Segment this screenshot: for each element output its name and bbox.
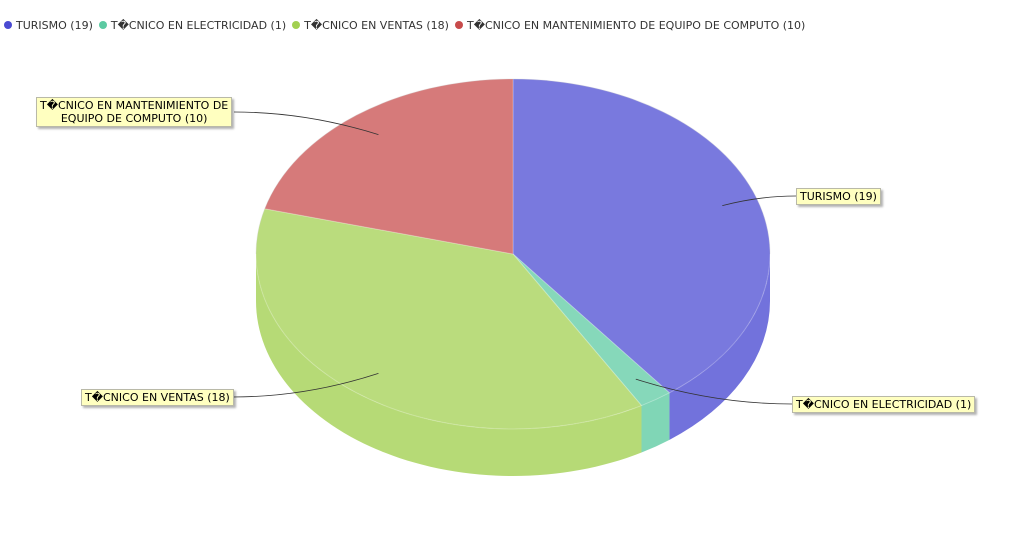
legend-marker [454,21,463,29]
slice-label-ventas: T�CNICO EN VENTAS (18) [81,389,234,406]
pie-slice-electricidad[interactable] [512,253,671,407]
leader-line-electricidad [635,378,793,405]
leader-line-turismo [722,195,797,207]
legend-marker [98,21,107,29]
pie-slice-turismo[interactable] [512,78,771,394]
legend-item-ventas[interactable]: T�CNICO EN VENTAS (18) [292,19,449,32]
pie-side-electricidad [641,392,670,453]
legend-label: T�CNICO EN VENTAS (18) [304,18,449,32]
pie-sides [256,254,770,476]
slice-label-line: T�CNICO EN ELECTRICIDAD (1) [796,398,972,411]
pie-side-turismo [669,254,770,440]
pie-rim [255,78,771,255]
legend-marker [4,21,12,29]
legend-item-electricidad[interactable]: T�CNICO EN ELECTRICIDAD (1) [98,18,287,32]
legend-marker [292,21,301,29]
pie-tops [255,78,771,430]
legend-label: T�CNICO EN ELECTRICIDAD (1) [110,18,287,32]
legend-item-turismo[interactable]: TURISMO (19) [4,19,93,32]
slice-label-line: TURISMO (19) [800,190,877,203]
leader-line-mantenimiento [233,111,379,135]
legend-label: T�CNICO EN MANTENIMIENTO DE EQUIPO DE CO… [466,18,806,32]
legend-item-mantenimiento[interactable]: T�CNICO EN MANTENIMIENTO DE EQUIPO DE CO… [454,18,806,32]
slice-label-line: T�CNICO EN MANTENIMIENTO DE [40,99,229,112]
pie-slice-mantenimiento[interactable] [264,78,514,255]
chart-legend: TURISMO (19) T�CNICO EN ELECTRICIDAD (1)… [4,17,811,33]
slice-label-turismo: TURISMO (19) [796,188,881,205]
leader-line-ventas [232,373,379,398]
slice-label-mantenimiento: T�CNICO EN MANTENIMIENTO DE EQUIPO DE CO… [36,97,233,127]
pie-side-ventas [256,254,642,476]
callout-leaders [232,111,797,405]
slice-label-electricidad: T�CNICO EN ELECTRICIDAD (1) [792,396,976,413]
slice-label-line: EQUIPO DE COMPUTO (10) [60,112,208,125]
legend-label: TURISMO (19) [16,18,93,32]
pie-slice-ventas[interactable] [255,208,643,430]
slice-label-line: T�CNICO EN VENTAS (18) [85,391,230,404]
